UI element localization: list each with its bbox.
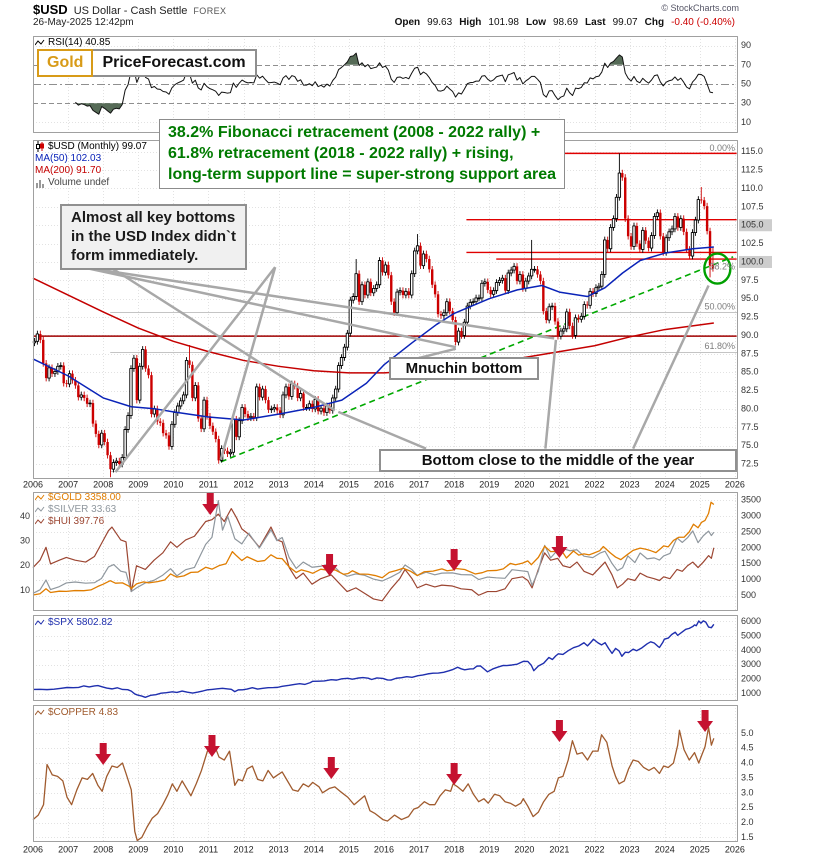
volume-legend: Volume undef xyxy=(35,177,109,188)
logo-brand: Gold xyxy=(37,49,94,77)
candlestick-icon xyxy=(35,141,45,152)
gold-legend: $GOLD 3358.00 xyxy=(35,492,121,503)
chart-header: $USD US Dollar - Cash Settle FOREX xyxy=(33,2,226,17)
copyright: © StockCharts.com xyxy=(661,3,739,13)
ma200-legend: MA(200) 91.70 xyxy=(35,165,101,176)
hui-legend-label: $HUI 397.76 xyxy=(48,516,105,527)
usd-legend-label: $USD (Monthly) 99.07 xyxy=(48,141,147,152)
key-bottoms-line-2: in the USD Index didn`t xyxy=(71,227,236,245)
exchange-label: FOREX xyxy=(193,6,227,16)
gold-legend-label: $GOLD 3358.00 xyxy=(48,492,121,503)
logo-site-name: PriceForecast.com xyxy=(93,49,257,77)
last-label: Last xyxy=(585,17,606,28)
ma200-legend-label: MA(200) 91.70 xyxy=(35,165,102,176)
open-value: 99.63 xyxy=(427,17,453,28)
high-label: High xyxy=(459,17,482,28)
usd-legend: $USD (Monthly) 99.07 xyxy=(35,141,147,152)
volume-bars-icon xyxy=(35,178,45,188)
spx-legend-label: $SPX 5802.82 xyxy=(48,617,113,628)
chart-datetime: 26-May-2025 12:42pm xyxy=(33,17,134,28)
copper-legend: $COPPER 4.83 xyxy=(35,707,118,718)
high-value: 101.98 xyxy=(488,17,519,28)
silver-legend-label: $SILVER 33.63 xyxy=(48,504,117,515)
rsi-legend: RSI(14) 40.85 xyxy=(35,37,110,48)
chg-label: Chg xyxy=(644,17,665,28)
line-chart-icon xyxy=(35,38,45,48)
rsi-label: RSI(14) 40.85 xyxy=(48,37,111,48)
low-label: Low xyxy=(526,17,546,28)
quote-bar: Open 99.63 High 101.98 Low 98.69 Last 99… xyxy=(395,17,735,28)
volume-legend-label: Volume undef xyxy=(48,177,110,188)
mid-year-bottom-note: Bottom close to the middle of the year xyxy=(379,449,737,472)
fib-support-note: 38.2% Fibonacci retracement (2008 - 2022… xyxy=(159,119,566,190)
key-bottoms-note: Almost all key bottoms in the USD Index … xyxy=(60,204,247,271)
line-chart-icon xyxy=(35,618,45,628)
mnuchin-bottom-note: Mnuchin bottom xyxy=(389,357,539,380)
line-chart-icon xyxy=(35,517,45,527)
low-value: 98.69 xyxy=(553,17,579,28)
fib-note-line-2: 61.8% retracement (2018 - 2022 rally) + … xyxy=(168,144,514,162)
key-bottoms-line-1: Almost all key bottoms xyxy=(71,209,236,226)
ma50-legend: MA(50) 102.03 xyxy=(35,153,101,164)
symbol: $USD xyxy=(33,2,68,17)
ma50-legend-label: MA(50) 102.03 xyxy=(35,153,102,164)
spx-legend: $SPX 5802.82 xyxy=(35,617,113,628)
hui-legend: $HUI 397.76 xyxy=(35,516,104,527)
line-chart-icon xyxy=(35,505,45,515)
last-value: 99.07 xyxy=(612,17,638,28)
priceforecast-logo: Gold PriceForecast.com xyxy=(37,49,257,77)
line-chart-icon xyxy=(35,708,45,718)
silver-legend: $SILVER 33.63 xyxy=(35,504,116,515)
fib-note-line-3: long-term support line = super-strong su… xyxy=(168,165,557,183)
key-bottoms-line-3: form immediately. xyxy=(71,246,199,264)
line-chart-icon xyxy=(35,493,45,503)
open-label: Open xyxy=(394,17,421,28)
chg-value: -0.40 (-0.40%) xyxy=(671,17,735,28)
fib-note-line-1: 38.2% Fibonacci retracement (2008 - 2022… xyxy=(168,124,541,141)
copper-legend-label: $COPPER 4.83 xyxy=(48,707,119,718)
symbol-description: US Dollar - Cash Settle xyxy=(73,5,188,17)
